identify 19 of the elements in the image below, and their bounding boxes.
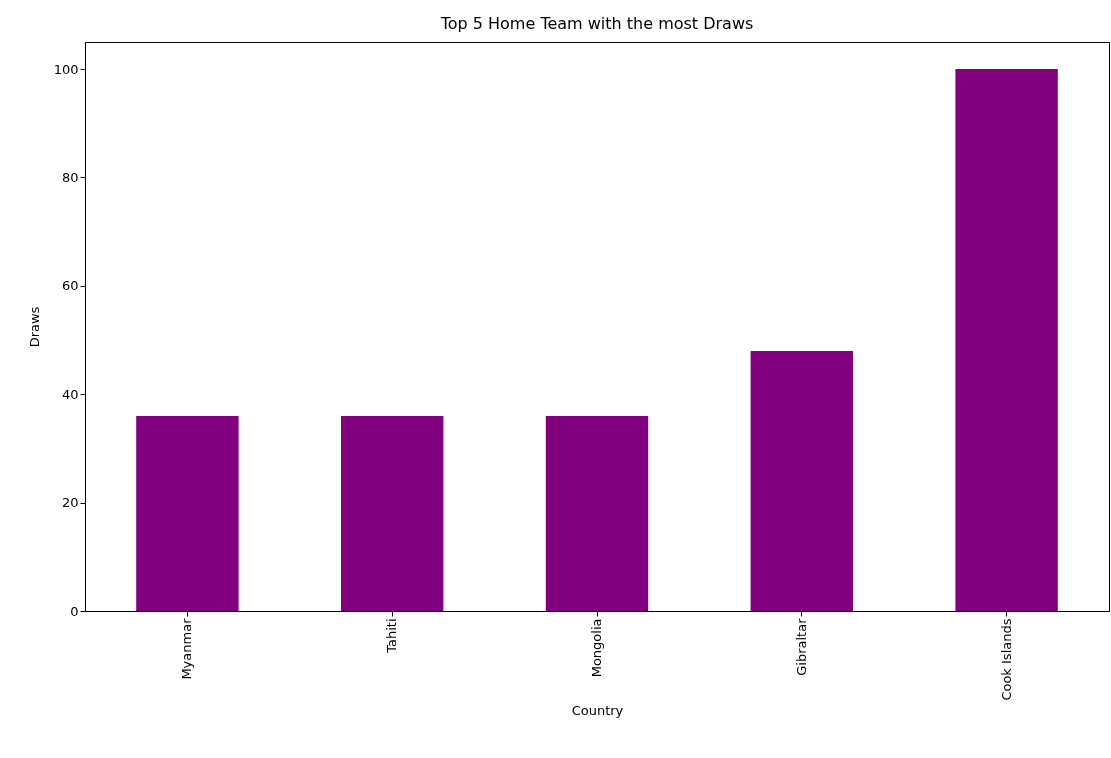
y-tick-label: 80: [61, 169, 79, 185]
chart-title: Top 5 Home Team with the most Draws: [439, 14, 754, 33]
y-tick-label: 60: [61, 278, 79, 294]
x-tick-label: Tahiti: [384, 618, 400, 654]
bar: [545, 415, 649, 611]
x-tick-label: Gibraltar: [793, 617, 809, 676]
x-tick-label: Mongolia: [589, 618, 604, 678]
y-tick-label: 0: [70, 603, 79, 619]
x-tick-label: Myanmar: [179, 617, 195, 680]
y-tick-label: 20: [61, 495, 79, 511]
bar: [955, 69, 1058, 611]
bar: [750, 350, 853, 611]
y-axis-title: Draws: [26, 306, 42, 348]
y-tick-label: 100: [53, 61, 79, 77]
x-tick-label: Cook Islands: [998, 618, 1014, 701]
bar: [136, 415, 239, 611]
bar: [341, 415, 444, 611]
x-axis-title: Country: [571, 702, 624, 718]
y-tick-label: 40: [61, 386, 79, 402]
